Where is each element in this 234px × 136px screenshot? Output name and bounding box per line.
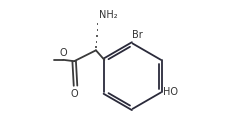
Text: O: O xyxy=(59,48,67,58)
Text: HO: HO xyxy=(163,87,178,98)
Text: Br: Br xyxy=(132,30,143,40)
Text: NH₂: NH₂ xyxy=(99,10,118,20)
Text: O: O xyxy=(70,89,78,99)
